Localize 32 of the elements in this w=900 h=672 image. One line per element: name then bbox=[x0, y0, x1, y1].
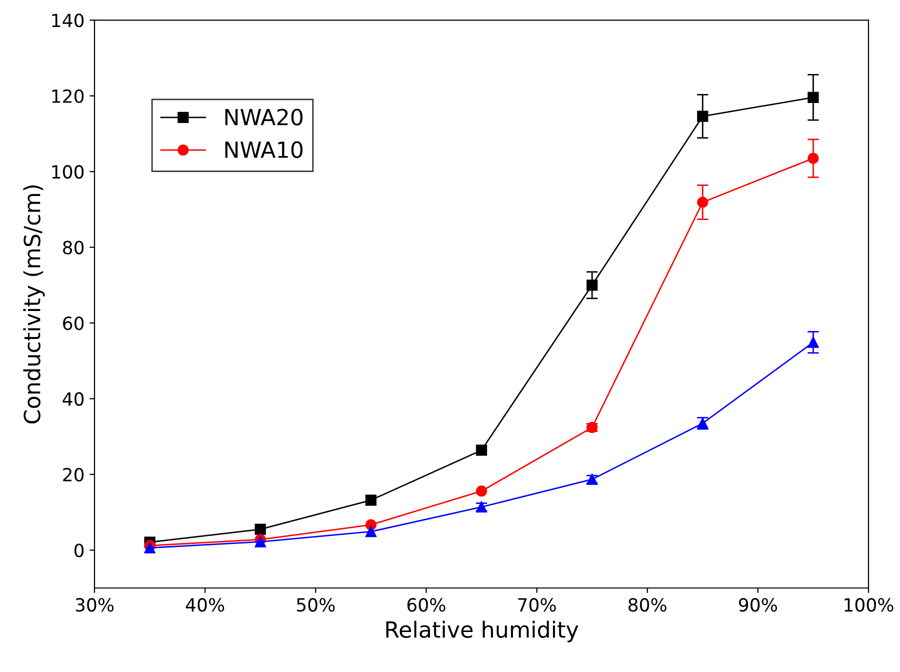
point bbox=[365, 494, 376, 506]
point bbox=[254, 536, 266, 548]
y-tick-label: 120 bbox=[52, 89, 84, 103]
x-tick-label: 90% bbox=[739, 598, 777, 612]
point bbox=[254, 524, 266, 535]
y-tick-label: 20 bbox=[63, 468, 84, 482]
y-tick-label: 100 bbox=[52, 165, 84, 179]
point bbox=[586, 280, 598, 291]
y-tick-label: 80 bbox=[63, 240, 84, 254]
x-tick-label: 80% bbox=[628, 598, 666, 612]
x-axis-title: Relative humidity bbox=[386, 620, 578, 642]
point bbox=[697, 196, 708, 208]
x-tick-label: 50% bbox=[296, 598, 335, 612]
x-tick-label: 60% bbox=[407, 598, 446, 612]
point bbox=[365, 526, 376, 538]
y-tick-label: 0 bbox=[74, 544, 84, 558]
point bbox=[808, 92, 819, 103]
y-axis-title: Conductivity (mS/cm) bbox=[23, 185, 45, 424]
y-tick-label: 60 bbox=[63, 316, 84, 330]
point bbox=[476, 444, 488, 456]
y-tick-label: 40 bbox=[62, 392, 84, 406]
point bbox=[808, 152, 819, 164]
legend-label: NWA10 bbox=[225, 141, 303, 158]
point bbox=[476, 486, 488, 497]
x-tick-label: 70% bbox=[518, 598, 556, 612]
point bbox=[808, 336, 819, 348]
point bbox=[697, 110, 708, 122]
legend-label: NWA20 bbox=[225, 108, 303, 126]
y-tick-label: 140 bbox=[52, 14, 84, 28]
x-tick-label: 30% bbox=[76, 598, 114, 612]
x-tick-label: 100% bbox=[844, 598, 894, 612]
x-tick-label: 40% bbox=[186, 598, 224, 612]
